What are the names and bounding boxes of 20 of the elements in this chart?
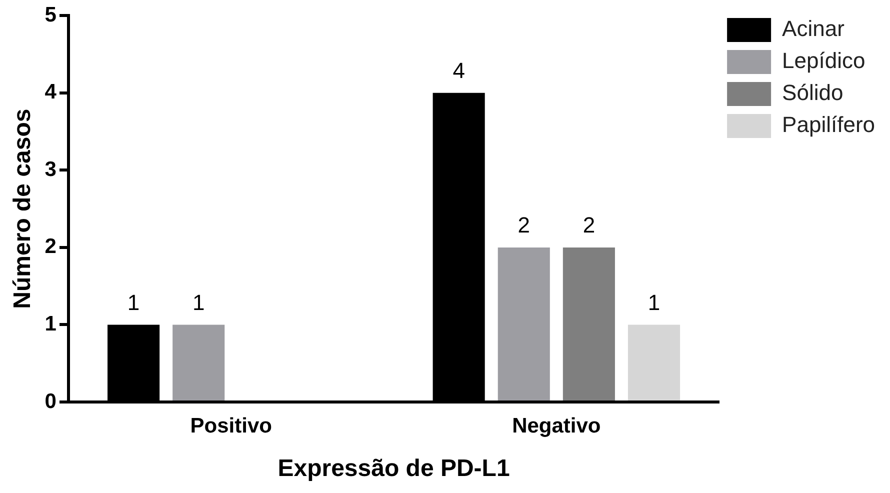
x-tick-label: Positivo xyxy=(190,414,272,438)
legend-label: Lepídico xyxy=(782,48,866,74)
x-tick-label: Negativo xyxy=(512,414,601,438)
x-axis-title: Expressão de PD-L1 xyxy=(278,455,510,482)
data-label: 4 xyxy=(452,58,465,83)
y-tick-label: 5 xyxy=(44,3,57,26)
y-axis-title: Número de casos xyxy=(9,108,36,309)
y-tick-label: 2 xyxy=(44,235,56,258)
data-label: 2 xyxy=(518,212,530,238)
legend-label: Papilífero xyxy=(782,112,876,138)
legend-label: Sólido xyxy=(782,80,844,106)
data-label: 1 xyxy=(192,290,205,315)
data-label: 1 xyxy=(127,290,140,315)
data-label: 1 xyxy=(648,290,660,315)
y-tick-label: 4 xyxy=(44,80,57,104)
y-tick-label: 1 xyxy=(44,312,57,336)
legend-label: Acinar xyxy=(782,16,844,42)
data-label: 2 xyxy=(582,212,596,238)
y-tick-label: 3 xyxy=(44,158,56,181)
y-tick-label: 0 xyxy=(44,390,56,413)
